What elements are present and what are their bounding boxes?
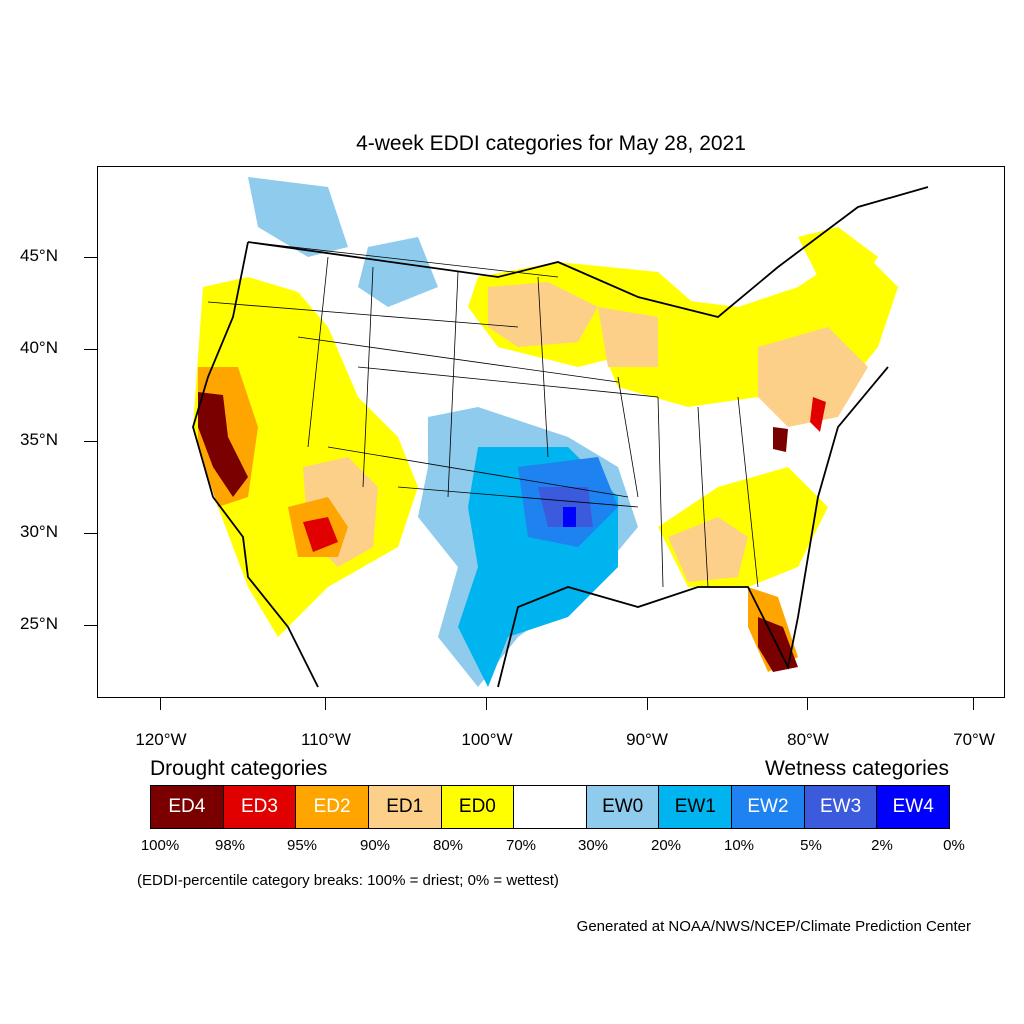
category-colorbar: ED4 ED3 ED2 ED1 ED0 EW0 EW1 EW2 EW3 EW4 xyxy=(150,785,950,829)
category-ew0: EW0 xyxy=(586,786,660,828)
ed4-california xyxy=(198,392,248,497)
lon-label-80w: 80°W xyxy=(787,730,829,749)
ed1-dakotas xyxy=(488,282,598,347)
category-ed2: ED2 xyxy=(296,786,369,828)
lat-label-30: 30°N xyxy=(20,522,58,541)
lat-tick xyxy=(84,349,97,350)
category-ew4: EW4 xyxy=(877,786,950,828)
category-neutral xyxy=(514,786,587,828)
lat-label-40: 40°N xyxy=(20,338,58,357)
map-title: 4-week EDDI categories for May 28, 2021 xyxy=(356,132,746,155)
lon-label-90w: 90°W xyxy=(626,730,668,749)
category-ed4: ED4 xyxy=(151,786,224,828)
ed4-virginia xyxy=(773,427,788,452)
percent-break: 10% xyxy=(723,837,755,854)
lat-tick xyxy=(84,625,97,626)
eddi-map xyxy=(97,166,1005,698)
percent-break: 90% xyxy=(359,837,391,854)
drought-categories-title: Drought categories xyxy=(150,757,328,780)
lon-tick xyxy=(486,698,487,710)
category-ed1: ED1 xyxy=(368,786,442,828)
lon-tick xyxy=(807,698,808,710)
lat-label-25: 25°N xyxy=(20,614,58,633)
category-ed3: ED3 xyxy=(223,786,297,828)
map-canvas xyxy=(192,177,929,688)
percent-break: 20% xyxy=(650,837,682,854)
percent-break: 30% xyxy=(577,837,609,854)
percent-break: 98% xyxy=(214,837,246,854)
category-breaks-note: (EDDI-percentile category breaks: 100% =… xyxy=(137,872,559,889)
lon-tick xyxy=(973,698,974,710)
lon-tick xyxy=(325,698,326,710)
percent-break: 0% xyxy=(943,837,965,854)
ed0-canada xyxy=(798,227,878,287)
lat-label-45: 45°N xyxy=(20,246,58,265)
percent-break: 70% xyxy=(505,837,537,854)
ed1-northeast xyxy=(758,327,868,427)
category-shading xyxy=(193,177,898,687)
ed1-michigan xyxy=(598,307,658,367)
percent-break: 5% xyxy=(800,837,822,854)
percent-break: 95% xyxy=(286,837,318,854)
lat-tick xyxy=(84,533,97,534)
credit-line: Generated at NOAA/NWS/NCEP/Climate Predi… xyxy=(576,918,971,935)
lon-label-120w: 120°W xyxy=(135,730,187,749)
lon-tick xyxy=(160,698,161,710)
lat-tick xyxy=(84,441,97,442)
lon-label-70w: 70°W xyxy=(953,730,995,749)
percent-break: 80% xyxy=(432,837,464,854)
wetness-categories-title: Wetness categories xyxy=(764,757,949,780)
category-ed0: ED0 xyxy=(441,786,515,828)
ed4-florida xyxy=(758,617,798,672)
lat-label-35: 35°N xyxy=(20,430,58,449)
lon-label-100w: 100°W xyxy=(461,730,513,749)
ew0-montana xyxy=(358,237,438,307)
category-ew2: EW2 xyxy=(732,786,805,828)
ed3-newjersey xyxy=(810,397,826,432)
percent-break: 100% xyxy=(140,837,180,854)
lon-label-110w: 110°W xyxy=(301,730,351,749)
state-boundaries xyxy=(207,241,759,588)
category-ew1: EW1 xyxy=(659,786,733,828)
category-ew3: EW3 xyxy=(804,786,878,828)
coastlines xyxy=(192,186,929,688)
percent-break: 2% xyxy=(871,837,893,854)
ed1-southeast xyxy=(668,517,748,582)
lon-tick xyxy=(647,698,648,710)
ew0-northwest xyxy=(248,177,348,257)
ew4-core xyxy=(563,507,576,527)
ed3-arizona xyxy=(303,517,338,552)
lat-tick xyxy=(84,257,97,258)
